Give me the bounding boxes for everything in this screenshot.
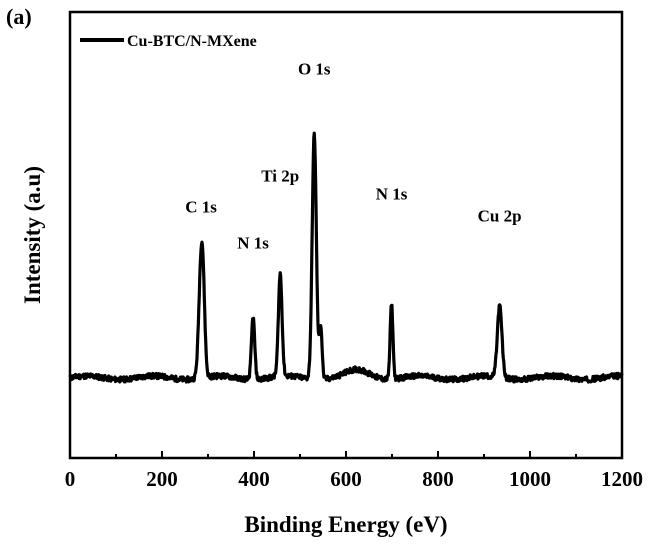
plot-frame xyxy=(68,10,624,460)
legend: Cu-BTC/N-MXene xyxy=(80,33,257,50)
peak-annotation: O 1s xyxy=(298,59,331,78)
x-tick-label: 400 xyxy=(238,467,270,491)
series-line-cu-btc-n-mxene xyxy=(68,131,624,384)
x-tick-label: 1200 xyxy=(601,467,643,491)
x-tick-label: 600 xyxy=(330,467,362,491)
labels-layer: C 1s N 1s Ti 2p O 1s N 1s Cu 2p xyxy=(185,59,521,252)
panel-label: (a) xyxy=(6,4,32,29)
peak-annotation: Cu 2p xyxy=(478,207,522,226)
x-tick-label: 800 xyxy=(422,467,454,491)
y-axis-title: Intensity (a.u) xyxy=(20,166,45,304)
peak-annotation: Ti 2p xyxy=(261,166,299,185)
peak-annotation: N 1s xyxy=(376,184,408,203)
x-tick-label: 0 xyxy=(65,467,76,491)
x-tick-label: 200 xyxy=(146,467,178,491)
peak-annotation: C 1s xyxy=(185,198,217,217)
x-tick-label: 1000 xyxy=(509,467,551,491)
x-axis-title: Binding Energy (eV) xyxy=(244,512,447,537)
ticks-layer: 0 200 400 600 800 1000 1200 xyxy=(65,451,643,491)
peak-annotation: N 1s xyxy=(237,233,269,252)
plot-layer xyxy=(68,131,624,384)
legend-label: Cu-BTC/N-MXene xyxy=(127,33,257,50)
